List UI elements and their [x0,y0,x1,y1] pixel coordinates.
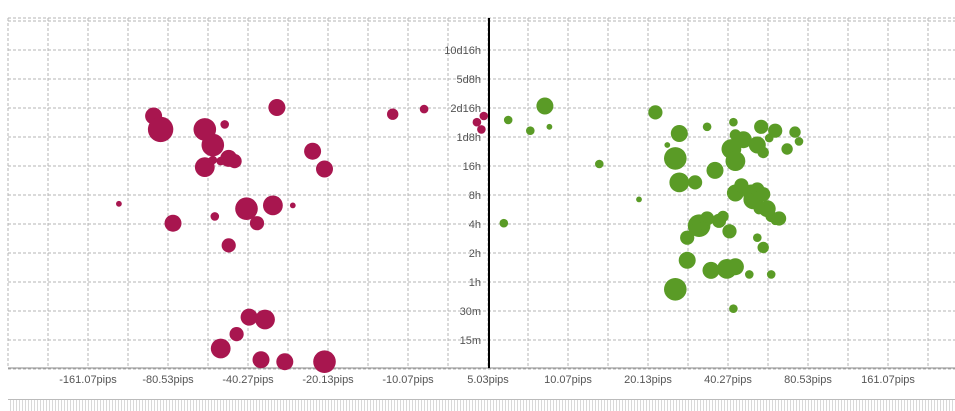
profit-trade-point[interactable] [680,230,695,245]
profit-trade-point[interactable] [794,137,804,146]
loss-trade-point[interactable] [164,214,182,232]
x-tick-label: 10.07pips [544,374,592,386]
profit-trade-point[interactable] [757,241,769,254]
profit-trade-point[interactable] [503,115,513,125]
profit-trade-point[interactable] [702,122,712,132]
y-tick-label: 4h [469,219,481,231]
x-tick-label: -20.13pips [302,374,354,386]
loss-trade-point[interactable] [263,195,283,216]
loss-trade-point[interactable] [216,156,225,166]
horizontal-scrollbar[interactable] [8,399,955,411]
loss-trade-point[interactable] [147,116,174,143]
profit-trade-point[interactable] [499,218,509,228]
scatter-chart: -161.07pips -80.53pips -40.27pips -20.13pip… [7,17,955,386]
y-tick-label: 8h [469,190,481,202]
loss-trade-point[interactable] [419,104,429,114]
x-tick-label: -161.07pips [59,374,117,386]
profit-trade-point[interactable] [688,175,703,190]
profit-trade-point[interactable] [729,117,738,127]
loss-trade-point[interactable] [268,99,286,116]
profit-trade-point[interactable] [546,123,553,130]
loss-trade-point[interactable] [229,327,244,342]
profit-trade-point[interactable] [526,126,535,135]
x-tick-label: -40.27pips [222,374,274,386]
y-tick-label: 1h [469,277,481,289]
profit-trade-point[interactable] [753,233,762,242]
loss-trade-point[interactable] [387,108,399,120]
profit-trade-point[interactable] [706,161,724,179]
profit-trade-point[interactable] [648,105,663,120]
x-tick-label: 20.13pips [624,374,672,386]
loss-trade-point[interactable] [316,160,333,178]
profit-trade-point[interactable] [789,126,801,138]
profit-trade-point[interactable] [536,97,554,115]
profit-trade-point[interactable] [717,210,729,223]
loss-trade-point[interactable] [210,212,220,221]
loss-trade-point[interactable] [304,142,322,160]
profit-trade-point[interactable] [753,203,765,215]
y-tick-label: 16h [463,161,481,173]
profit-trade-point[interactable] [702,261,720,279]
loss-trade-point[interactable] [235,197,258,220]
profit-trade-point[interactable] [772,211,787,226]
y-tick-label: 2d16h [450,103,481,115]
x-tick-label: -10.07pips [382,374,434,386]
loss-trade-point[interactable] [116,200,122,207]
loss-trade-point[interactable] [313,350,336,374]
loss-trade-point[interactable] [252,351,270,369]
profit-trade-point[interactable] [669,172,690,193]
profit-trade-point[interactable] [781,143,793,155]
y-tick-labels: 15m 30m 1h 2h 4h 8h 16h 1d8h 2d16h 5d8h 10d16h [444,45,481,347]
profit-trade-point[interactable] [722,224,737,239]
loss-trade-point[interactable] [227,154,242,169]
profit-trade-point[interactable] [729,304,738,314]
loss-trade-point[interactable] [201,133,225,157]
profit-trade-point[interactable] [766,270,776,279]
y-tick-label: 10d16h [444,45,481,57]
profit-trade-point[interactable] [756,187,771,202]
profit-trade-point[interactable] [734,131,752,149]
loss-trade-point[interactable] [208,155,218,165]
profit-trade-point[interactable] [670,125,688,142]
profit-trade-point[interactable] [664,278,687,301]
y-tick-label: 5d8h [457,74,481,86]
profit-trade-point[interactable] [768,123,783,138]
profit-trade-point[interactable] [664,142,671,148]
loss-trade-point[interactable] [221,238,236,253]
profit-trade-point[interactable] [690,216,700,226]
x-tick-label: 40.27pips [704,374,752,386]
loss-trade-point[interactable] [255,309,275,330]
loss-trade-point[interactable] [210,338,231,359]
y-tick-label: 30m [460,306,481,318]
y-tick-label: 1d8h [457,132,481,144]
data-points [116,97,804,374]
plot-background [8,18,955,368]
x-tick-label: -80.53pips [142,374,194,386]
x-tick-label: 5.03pips [467,374,509,386]
x-tick-labels: -161.07pips -80.53pips -40.27pips -20.13pip… [59,374,915,386]
profit-trade-point[interactable] [757,146,769,159]
profit-trade-point[interactable] [725,151,746,172]
loss-trade-point[interactable] [479,111,489,121]
loss-trade-point[interactable] [220,120,229,129]
profit-trade-point[interactable] [664,147,687,170]
y-tick-label: 15m [460,335,481,347]
profit-trade-point[interactable] [636,196,642,203]
grid-lines [7,18,955,370]
loss-trade-point[interactable] [276,353,294,371]
x-tick-label: 80.53pips [784,374,832,386]
y-tick-label: 2h [469,248,481,260]
profit-trade-point[interactable] [754,119,769,134]
profit-trade-point[interactable] [726,258,744,276]
loss-trade-point[interactable] [289,202,296,209]
x-tick-label: 161.07pips [861,374,915,386]
profit-trade-point[interactable] [678,251,696,269]
loss-trade-point[interactable] [249,216,265,231]
loss-trade-point[interactable] [240,308,258,326]
loss-trade-point[interactable] [472,117,482,127]
profit-trade-point[interactable] [698,221,708,230]
profit-trade-point[interactable] [595,159,604,169]
profit-trade-point[interactable] [745,270,754,279]
loss-trade-point[interactable] [477,125,486,134]
